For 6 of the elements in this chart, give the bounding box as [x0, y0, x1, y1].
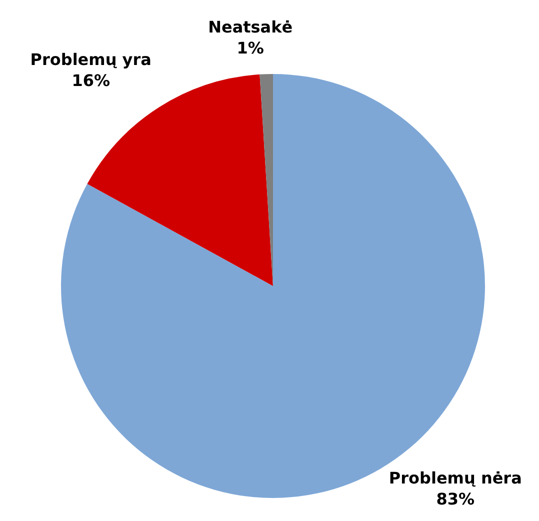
slice-label: Problemų nėra: [388, 468, 522, 488]
slice-label: Neatsakė: [208, 17, 293, 36]
data-label: 16%: [72, 71, 110, 90]
data-label: 1%: [236, 38, 264, 58]
slice-label: Problemų yra: [30, 50, 152, 70]
data-label: 83%: [436, 490, 475, 509]
